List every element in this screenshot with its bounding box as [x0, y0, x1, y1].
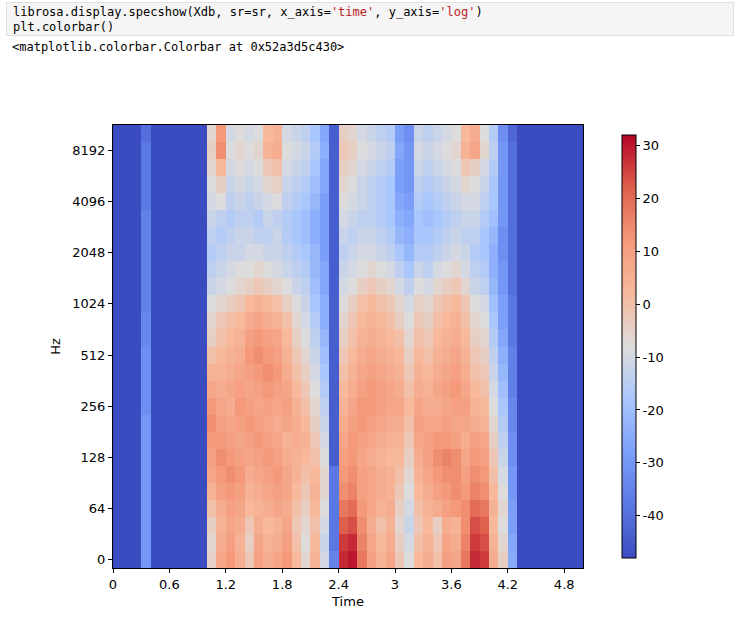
svg-text:-20: -20	[643, 403, 664, 418]
svg-text:1024: 1024	[72, 296, 105, 311]
html-text:<matplotlib.colorbar.Colorbar: <matplotlib.colorbar.Colorbar at 0x52a3d…	[12, 40, 345, 54]
svg-text:Time: Time	[331, 594, 364, 609]
svg-text:8192: 8192	[72, 143, 105, 158]
svg-text:512: 512	[81, 348, 106, 363]
html-text:plt.colorbar(): plt.colorbar()	[13, 20, 115, 34]
svg-text:0: 0	[97, 552, 105, 567]
svg-text:10: 10	[643, 244, 660, 259]
svg-text:-10: -10	[643, 350, 664, 365]
svg-text:1.8: 1.8	[272, 577, 293, 592]
svg-text:2048: 2048	[72, 245, 105, 260]
svg-text:30: 30	[643, 138, 660, 153]
svg-text:20: 20	[643, 191, 660, 206]
svg-text:4.8: 4.8	[554, 577, 575, 592]
svg-text:0: 0	[109, 577, 117, 592]
svg-text:3: 3	[391, 577, 399, 592]
svg-text:4096: 4096	[72, 194, 105, 209]
svg-text:64: 64	[89, 501, 106, 516]
svg-text:128: 128	[81, 450, 106, 465]
svg-text:-30: -30	[643, 455, 664, 470]
svg-text:1.2: 1.2	[215, 577, 236, 592]
svg-text:256: 256	[81, 399, 106, 414]
svg-text:0: 0	[643, 297, 651, 312]
svg-text:3.6: 3.6	[441, 577, 462, 592]
html-text:librosa.display.specshow(Xdb,: librosa.display.specshow(Xdb, sr=sr, x_a…	[13, 5, 483, 19]
svg-text:2.4: 2.4	[328, 577, 349, 592]
svg-text:-40: -40	[643, 508, 664, 523]
svg-text:Hz: Hz	[48, 338, 63, 355]
svg-text:0.6: 0.6	[159, 577, 180, 592]
svg-text:4.2: 4.2	[497, 577, 518, 592]
